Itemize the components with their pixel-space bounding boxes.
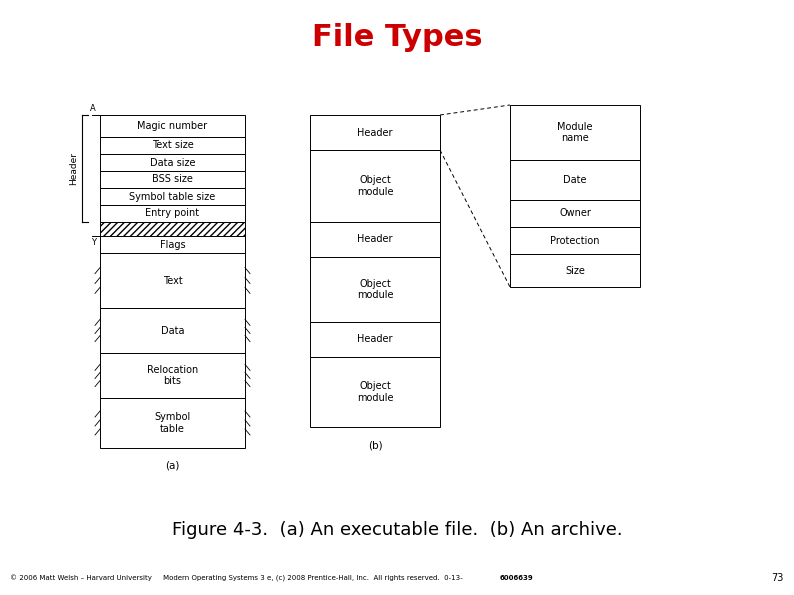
Bar — [510, 160, 640, 200]
Text: © 2006 Matt Welsh – Harvard University     Modern Operating Systems 3 e, (c) 200: © 2006 Matt Welsh – Harvard University M… — [10, 574, 463, 581]
Bar — [100, 115, 245, 137]
Text: Y: Y — [91, 238, 96, 247]
Text: Figure 4-3.  (a) An executable file.  (b) An archive.: Figure 4-3. (a) An executable file. (b) … — [172, 521, 622, 539]
Bar — [100, 205, 245, 222]
Bar — [310, 257, 440, 322]
Text: Date: Date — [563, 175, 587, 185]
Bar — [100, 154, 245, 171]
Bar — [100, 137, 245, 154]
Text: Data size: Data size — [150, 158, 195, 168]
Bar — [510, 254, 640, 287]
Text: Module
name: Module name — [557, 122, 593, 143]
Bar — [310, 222, 440, 257]
Text: Magic number: Magic number — [137, 121, 207, 131]
Bar — [310, 150, 440, 222]
Text: 6006639: 6006639 — [500, 575, 534, 581]
Bar — [100, 398, 245, 448]
Text: Relocation
bits: Relocation bits — [147, 365, 198, 386]
Text: 73: 73 — [772, 573, 784, 583]
Bar — [100, 222, 245, 236]
Text: Symbol table size: Symbol table size — [129, 192, 216, 202]
Text: BSS size: BSS size — [152, 174, 193, 184]
Text: Header: Header — [69, 152, 78, 185]
Text: Size: Size — [565, 265, 585, 275]
Text: Entry point: Entry point — [145, 208, 199, 218]
Bar — [100, 188, 245, 205]
Bar — [310, 115, 440, 150]
Bar — [100, 236, 245, 253]
Text: Text: Text — [163, 275, 183, 286]
Bar — [100, 308, 245, 353]
Text: Header: Header — [357, 127, 393, 137]
Bar — [100, 353, 245, 398]
Text: Object
module: Object module — [357, 278, 393, 300]
Text: Data: Data — [160, 325, 184, 336]
Text: Protection: Protection — [550, 236, 599, 246]
Text: File Types: File Types — [312, 23, 482, 52]
Text: Object
module: Object module — [357, 381, 393, 403]
Text: Header: Header — [357, 234, 393, 245]
Text: Symbol
table: Symbol table — [154, 412, 191, 434]
Bar — [310, 357, 440, 427]
Text: Flags: Flags — [160, 240, 185, 249]
Text: A: A — [91, 104, 96, 113]
Bar — [510, 227, 640, 254]
Text: (b): (b) — [368, 440, 383, 450]
Text: Header: Header — [357, 334, 393, 345]
Text: Object
module: Object module — [357, 175, 393, 197]
Bar — [100, 171, 245, 188]
Text: (a): (a) — [165, 461, 179, 471]
Text: Owner: Owner — [559, 208, 591, 218]
Bar — [510, 105, 640, 160]
Bar — [510, 200, 640, 227]
Text: Text size: Text size — [152, 140, 194, 151]
Bar — [100, 253, 245, 308]
Bar — [310, 322, 440, 357]
